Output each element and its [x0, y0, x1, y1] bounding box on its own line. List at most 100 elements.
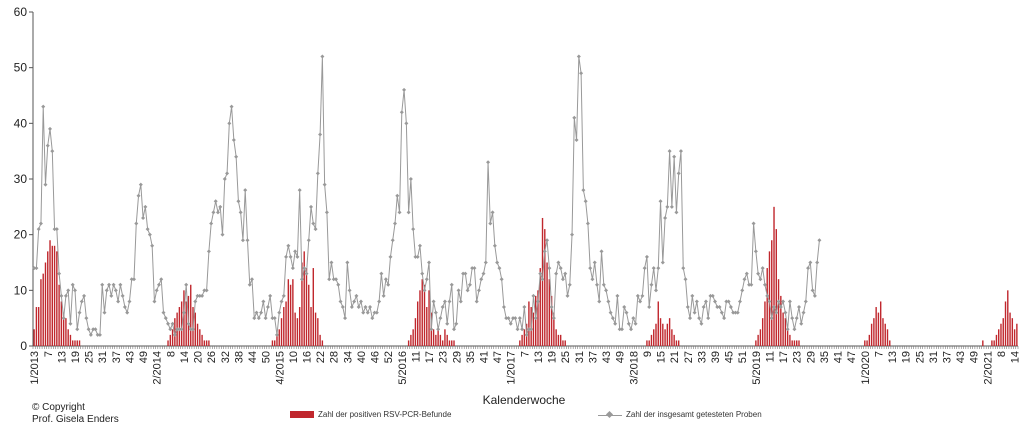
- bar-positive: [35, 307, 38, 346]
- bar-positive: [1013, 329, 1016, 346]
- point-tested: [181, 310, 186, 315]
- x-tick-label: 19: [547, 351, 559, 363]
- bar-positive: [1000, 323, 1002, 346]
- point-tested: [238, 210, 243, 215]
- x-tick-label: 11: [410, 351, 422, 362]
- point-tested: [163, 316, 168, 321]
- point-tested: [59, 293, 64, 298]
- point-tested: [760, 266, 765, 271]
- point-tested: [290, 266, 295, 271]
- point-tested: [615, 293, 620, 298]
- point-tested: [279, 299, 284, 304]
- point-tested: [252, 316, 257, 321]
- bar-positive: [991, 340, 993, 346]
- bar-positive: [47, 251, 49, 346]
- point-tested: [556, 260, 561, 265]
- point-tested: [129, 277, 134, 282]
- point-tested: [243, 188, 248, 193]
- bar-positive: [296, 318, 299, 346]
- bar-positive: [666, 323, 669, 346]
- point-tested: [77, 310, 82, 315]
- point-tested: [354, 293, 359, 298]
- bar-positive: [757, 334, 759, 346]
- point-tested: [599, 249, 604, 254]
- bar-positive: [1004, 301, 1007, 346]
- x-tick-label: 5/2019: [751, 351, 763, 385]
- bar-positive: [432, 329, 435, 346]
- point-tested: [166, 321, 171, 326]
- bar-positive: [305, 268, 308, 346]
- point-tested: [776, 299, 781, 304]
- point-tested: [143, 204, 148, 209]
- point-tested: [438, 316, 443, 321]
- point-tested: [281, 293, 286, 298]
- bar-positive: [310, 307, 312, 346]
- point-tested: [461, 271, 466, 276]
- x-tick-label: 41: [479, 351, 491, 363]
- point-tested: [726, 299, 731, 304]
- bar-positive: [448, 340, 451, 346]
- point-tested: [486, 160, 491, 165]
- x-tick-label: 38: [233, 351, 245, 363]
- point-tested: [100, 282, 105, 287]
- point-tested: [356, 305, 361, 310]
- legend-bar-item: Zahl der positiven RSV-PCR-Befunde: [290, 410, 451, 419]
- point-tested: [297, 188, 302, 193]
- point-tested: [490, 210, 495, 215]
- bar-positive: [648, 340, 650, 346]
- point-tested: [495, 260, 500, 265]
- point-tested: [817, 238, 822, 243]
- x-tick-label: 37: [111, 351, 123, 363]
- point-tested: [161, 310, 166, 315]
- point-tested: [295, 254, 300, 259]
- bar-positive: [308, 284, 310, 346]
- point-tested: [340, 305, 345, 310]
- point-tested: [395, 193, 400, 198]
- point-tested: [231, 138, 236, 143]
- point-tested: [179, 327, 184, 332]
- point-tested: [701, 305, 706, 310]
- point-tested: [678, 149, 683, 154]
- bar-positive: [53, 245, 56, 346]
- bar-positive: [407, 340, 410, 346]
- bar-positive: [58, 284, 60, 346]
- bar-positive: [884, 323, 886, 346]
- point-tested: [690, 293, 695, 298]
- point-tested: [517, 316, 522, 321]
- point-tested: [474, 299, 479, 304]
- point-tested: [533, 316, 538, 321]
- x-tick-label: 2/2014: [152, 351, 164, 385]
- point-tested: [715, 305, 720, 310]
- point-tested: [91, 327, 96, 332]
- bar-positive: [426, 307, 428, 346]
- bar-positive: [289, 284, 292, 346]
- point-tested: [767, 299, 772, 304]
- bar-positive: [451, 340, 453, 346]
- point-tested: [343, 316, 348, 321]
- point-tested: [731, 310, 736, 315]
- bar-positive: [51, 245, 53, 346]
- point-tested: [635, 293, 640, 298]
- x-tick-label: 22: [315, 351, 327, 363]
- point-tested: [742, 277, 747, 282]
- bar-positive: [870, 323, 873, 346]
- point-tested: [799, 321, 804, 326]
- x-tick-label: 23: [792, 351, 804, 363]
- point-tested: [508, 321, 513, 326]
- point-tested: [590, 277, 595, 282]
- point-tested: [631, 316, 636, 321]
- point-tested: [109, 293, 114, 298]
- bar-positive: [889, 340, 891, 346]
- point-tested: [236, 199, 241, 204]
- point-tested: [463, 271, 468, 276]
- point-tested: [699, 321, 704, 326]
- line-tested-path: [34, 56, 820, 337]
- point-tested: [245, 238, 250, 243]
- point-tested: [206, 249, 211, 254]
- point-tested: [256, 316, 261, 321]
- point-tested: [515, 327, 520, 332]
- point-tested: [113, 288, 118, 293]
- point-tested: [104, 288, 109, 293]
- y-tick-label: 40: [14, 116, 28, 130]
- point-tested: [638, 299, 643, 304]
